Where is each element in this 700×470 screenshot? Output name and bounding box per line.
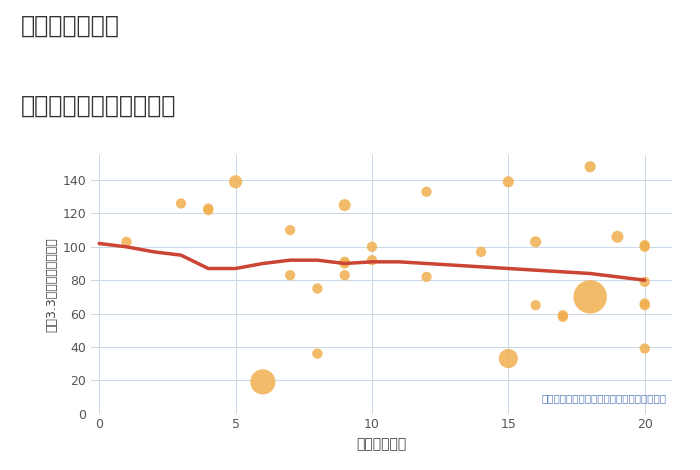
Text: 円の大きさは、取引のあった物件面積を示す: 円の大きさは、取引のあった物件面積を示す <box>541 393 666 403</box>
Point <box>203 206 214 214</box>
Point <box>557 312 568 319</box>
Point <box>639 300 650 307</box>
Point <box>339 260 350 267</box>
Point <box>639 243 650 251</box>
Point <box>284 271 295 279</box>
Point <box>503 178 514 186</box>
Point <box>421 273 432 281</box>
Y-axis label: 坪（3.3㎡）単価（万円）: 坪（3.3㎡）単価（万円） <box>45 237 58 332</box>
Point <box>176 200 187 207</box>
Point <box>312 285 323 292</box>
Point <box>257 378 268 386</box>
Point <box>584 163 596 171</box>
Point <box>530 301 541 309</box>
Point <box>639 301 650 309</box>
Point <box>530 238 541 246</box>
Point <box>121 238 132 246</box>
Point <box>230 178 241 186</box>
Text: 千葉県柏市泉の: 千葉県柏市泉の <box>21 14 120 38</box>
Text: 駅距離別中古戸建て価格: 駅距離別中古戸建て価格 <box>21 94 176 118</box>
Point <box>475 248 486 256</box>
Point <box>339 271 350 279</box>
Point <box>203 205 214 212</box>
Point <box>366 257 377 264</box>
Point <box>503 355 514 362</box>
Point <box>584 293 596 301</box>
Point <box>639 278 650 286</box>
Point <box>557 313 568 321</box>
Point <box>612 233 623 241</box>
Point <box>339 201 350 209</box>
Point <box>421 188 432 196</box>
Point <box>339 258 350 266</box>
Point <box>284 227 295 234</box>
Point <box>366 243 377 251</box>
X-axis label: 駅距離（分）: 駅距離（分） <box>356 437 407 451</box>
Point <box>312 350 323 357</box>
Point <box>639 345 650 352</box>
Point <box>639 242 650 249</box>
